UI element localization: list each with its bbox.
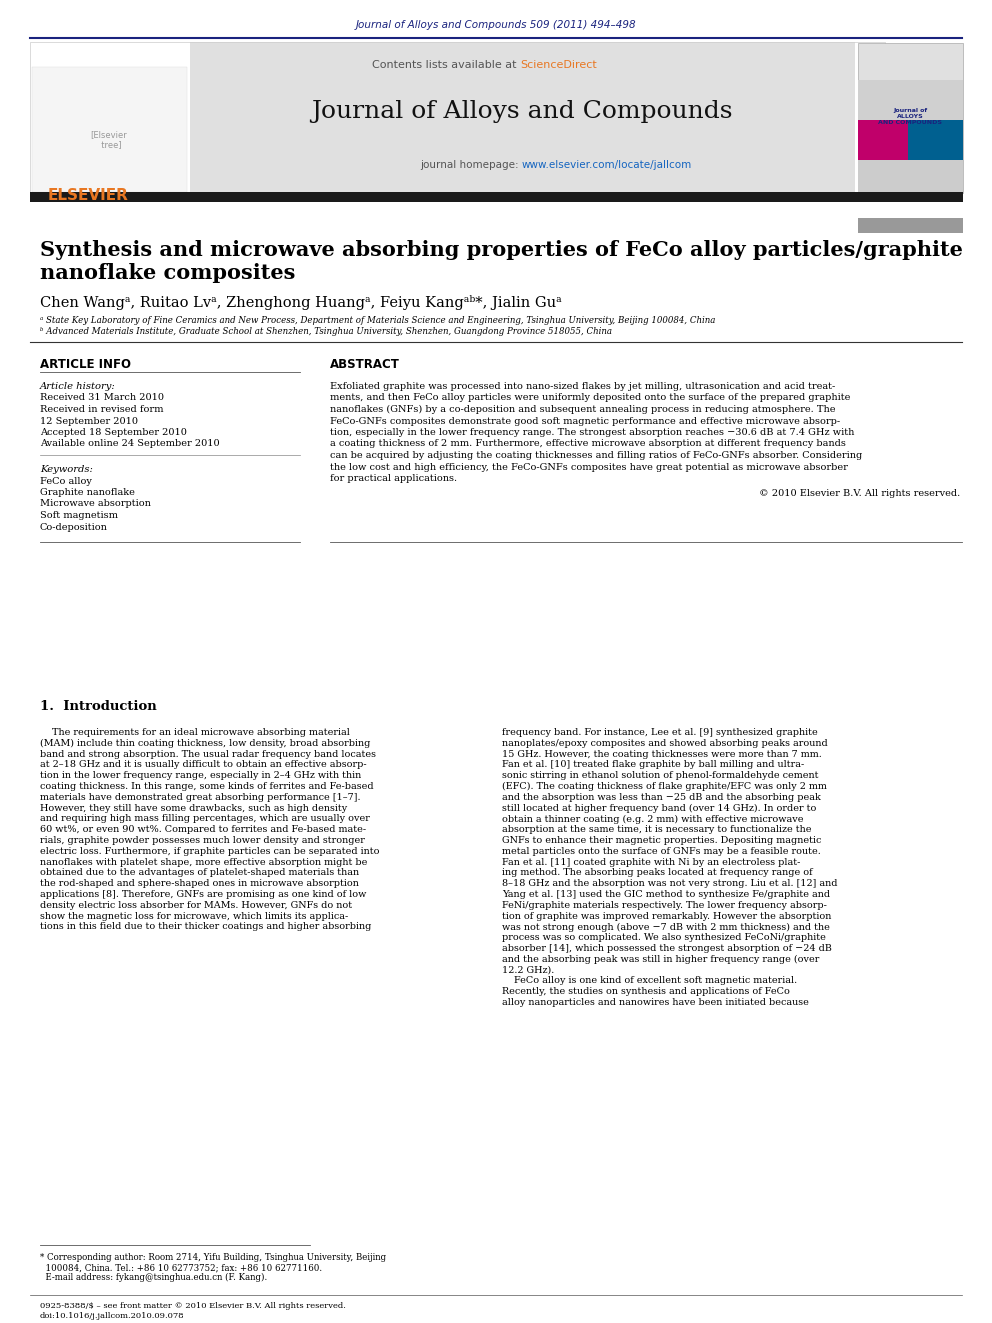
Text: density electric loss absorber for MAMs. However, GNFs do not: density electric loss absorber for MAMs.… [40,901,352,910]
Text: Co-deposition: Co-deposition [40,523,108,532]
Text: still located at higher frequency band (over 14 GHz). In order to: still located at higher frequency band (… [502,803,816,812]
Text: * Corresponding author: Room 2714, Yifu Building, Tsinghua University, Beijing: * Corresponding author: Room 2714, Yifu … [40,1253,386,1262]
Text: Available online 24 September 2010: Available online 24 September 2010 [40,439,219,448]
Text: journal homepage:: journal homepage: [421,160,522,169]
Bar [858,44,963,193]
Text: ABSTRACT: ABSTRACT [330,359,400,370]
Text: sonic stirring in ethanol solution of phenol-formaldehyde cement: sonic stirring in ethanol solution of ph… [502,771,818,781]
Text: Accepted 18 September 2010: Accepted 18 September 2010 [40,429,186,437]
Text: Microwave absorption: Microwave absorption [40,500,151,508]
Text: and the absorption was less than −25 dB and the absorbing peak: and the absorption was less than −25 dB … [502,792,820,802]
Text: 15 GHz. However, the coating thicknesses were more than 7 mm.: 15 GHz. However, the coating thicknesses… [502,750,821,758]
Text: GNFs to enhance their magnetic properties. Depositing magnetic: GNFs to enhance their magnetic propertie… [502,836,821,845]
Text: (EFC). The coating thickness of flake graphite/EFC was only 2 mm: (EFC). The coating thickness of flake gr… [502,782,827,791]
Text: show the magnetic loss for microwave, which limits its applica-: show the magnetic loss for microwave, wh… [40,912,348,921]
Text: tion, especially in the lower frequency range. The strongest absorption reaches : tion, especially in the lower frequency … [330,429,854,437]
Text: ing method. The absorbing peaks located at frequency range of: ing method. The absorbing peaks located … [502,868,812,877]
Text: 1.  Introduction: 1. Introduction [40,700,157,713]
Text: nanoflake composites: nanoflake composites [40,263,296,283]
Text: 60 wt%, or even 90 wt%. Compared to ferrites and Fe-based mate-: 60 wt%, or even 90 wt%. Compared to ferr… [40,826,366,835]
Text: doi:10.1016/j.jallcom.2010.09.078: doi:10.1016/j.jallcom.2010.09.078 [40,1312,185,1320]
Text: Article history:: Article history: [40,382,116,392]
Text: Received in revised form: Received in revised form [40,405,164,414]
Text: was not strong enough (above −7 dB with 2 mm thickness) and the: was not strong enough (above −7 dB with … [502,922,830,931]
Text: Exfoliated graphite was processed into nano-sized flakes by jet milling, ultraso: Exfoliated graphite was processed into n… [330,382,835,392]
Text: 8–18 GHz and the absorption was not very strong. Liu et al. [12] and: 8–18 GHz and the absorption was not very… [502,880,837,888]
Text: ARTICLE INFO: ARTICLE INFO [40,359,131,370]
Bar [30,192,963,202]
Text: absorption at the same time, it is necessary to functionalize the: absorption at the same time, it is neces… [502,826,811,835]
Text: Received 31 March 2010: Received 31 March 2010 [40,393,164,402]
Text: ᵃ State Key Laboratory of Fine Ceramics and New Process, Department of Materials: ᵃ State Key Laboratory of Fine Ceramics … [40,316,715,325]
Text: the rod-shaped and sphere-shaped ones in microwave absorption: the rod-shaped and sphere-shaped ones in… [40,880,359,888]
Text: absorber [14], which possessed the strongest absorption of −24 dB: absorber [14], which possessed the stron… [502,945,832,953]
Text: for practical applications.: for practical applications. [330,474,457,483]
Text: obtain a thinner coating (e.g. 2 mm) with effective microwave: obtain a thinner coating (e.g. 2 mm) wit… [502,815,804,823]
Text: Chen Wangᵃ, Ruitao Lvᵃ, Zhenghong Huangᵃ, Feiyu Kangᵃᵇ*, Jialin Guᵃ: Chen Wangᵃ, Ruitao Lvᵃ, Zhenghong Huangᵃ… [40,295,561,310]
Text: metal particles onto the surface of GNFs may be a feasible route.: metal particles onto the surface of GNFs… [502,847,820,856]
Text: rials, graphite powder possesses much lower density and stronger: rials, graphite powder possesses much lo… [40,836,365,845]
Text: Contents lists available at: Contents lists available at [372,60,520,70]
Bar [858,120,908,160]
Text: alloy nanoparticles and nanowires have been initiated because: alloy nanoparticles and nanowires have b… [502,998,808,1007]
Text: 12 September 2010: 12 September 2010 [40,417,138,426]
Text: Journal of
ALLOYS
AND COMPOUNDS: Journal of ALLOYS AND COMPOUNDS [878,108,942,124]
Text: 100084, China. Tel.: +86 10 62773752; fax: +86 10 62771160.: 100084, China. Tel.: +86 10 62773752; fa… [40,1263,322,1271]
Text: nanoplates/epoxy composites and showed absorbing peaks around: nanoplates/epoxy composites and showed a… [502,738,827,747]
Text: nanoflakes with platelet shape, more effective absorption might be: nanoflakes with platelet shape, more eff… [40,857,367,867]
Text: Journal of Alloys and Compounds 509 (2011) 494–498: Journal of Alloys and Compounds 509 (201… [356,20,636,30]
Text: Synthesis and microwave absorbing properties of FeCo alloy particles/graphite: Synthesis and microwave absorbing proper… [40,239,963,261]
Text: electric loss. Furthermore, if graphite particles can be separated into: electric loss. Furthermore, if graphite … [40,847,380,856]
Text: tion in the lower frequency range, especially in 2–4 GHz with thin: tion in the lower frequency range, espec… [40,771,361,781]
Text: the low cost and high efficiency, the FeCo-GNFs composites have great potential : the low cost and high efficiency, the Fe… [330,463,848,471]
Text: FeCo alloy: FeCo alloy [40,476,92,486]
Text: However, they still have some drawbacks, such as high density: However, they still have some drawbacks,… [40,803,347,812]
Text: E-mail address: fykang@tsinghua.edu.cn (F. Kang).: E-mail address: fykang@tsinghua.edu.cn (… [40,1273,267,1282]
Text: 0925-8388/$ – see front matter © 2010 Elsevier B.V. All rights reserved.: 0925-8388/$ – see front matter © 2010 El… [40,1302,346,1310]
Text: frequency band. For instance, Lee et al. [9] synthesized graphite: frequency band. For instance, Lee et al.… [502,728,817,737]
Text: Recently, the studies on synthesis and applications of FeCo: Recently, the studies on synthesis and a… [502,987,790,996]
Text: The requirements for an ideal microwave absorbing material: The requirements for an ideal microwave … [40,728,350,737]
Text: ᵇ Advanced Materials Institute, Graduate School at Shenzhen, Tsinghua University: ᵇ Advanced Materials Institute, Graduate… [40,327,612,336]
Text: FeNi/graphite materials respectively. The lower frequency absorp-: FeNi/graphite materials respectively. Th… [502,901,827,910]
Text: Graphite nanoflake: Graphite nanoflake [40,488,135,497]
Text: [Elsevier
  tree]: [Elsevier tree] [90,130,127,149]
Text: Keywords:: Keywords: [40,464,93,474]
Text: (MAM) include thin coating thickness, low density, broad absorbing: (MAM) include thin coating thickness, lo… [40,738,370,747]
Text: nanoflakes (GNFs) by a co-deposition and subsequent annealing process in reducin: nanoflakes (GNFs) by a co-deposition and… [330,405,835,414]
Text: ELSEVIER: ELSEVIER [48,188,129,202]
Text: a coating thickness of 2 mm. Furthermore, effective microwave absorption at diff: a coating thickness of 2 mm. Furthermore… [330,439,846,448]
Text: and requiring high mass filling percentages, which are usually over: and requiring high mass filling percenta… [40,815,370,823]
Text: materials have demonstrated great absorbing performance [1–7].: materials have demonstrated great absorb… [40,792,360,802]
Text: at 2–18 GHz and it is usually difficult to obtain an effective absorp-: at 2–18 GHz and it is usually difficult … [40,761,367,770]
Text: www.elsevier.com/locate/jallcom: www.elsevier.com/locate/jallcom [522,160,692,169]
Text: band and strong absorption. The usual radar frequency band locates: band and strong absorption. The usual ra… [40,750,376,758]
Bar [30,42,885,194]
Text: tion of graphite was improved remarkably. However the absorption: tion of graphite was improved remarkably… [502,912,831,921]
Text: and the absorbing peak was still in higher frequency range (over: and the absorbing peak was still in high… [502,955,819,964]
Text: applications [8]. Therefore, GNFs are promising as one kind of low: applications [8]. Therefore, GNFs are pr… [40,890,366,900]
Bar [190,42,855,194]
Text: ScienceDirect: ScienceDirect [520,60,597,70]
Text: obtained due to the advantages of platelet-shaped materials than: obtained due to the advantages of platel… [40,868,359,877]
Text: can be acquired by adjusting the coating thicknesses and filling ratios of FeCo-: can be acquired by adjusting the coating… [330,451,862,460]
Text: Fan et al. [10] treated flake graphite by ball milling and ultra-: Fan et al. [10] treated flake graphite b… [502,761,805,770]
Text: Journal of Alloys and Compounds: Journal of Alloys and Compounds [311,101,733,123]
Text: tions in this field due to their thicker coatings and higher absorbing: tions in this field due to their thicker… [40,922,371,931]
Bar [908,120,963,160]
Text: Yang et al. [13] used the GIC method to synthesize Fe/graphite and: Yang et al. [13] used the GIC method to … [502,890,830,900]
Bar [858,153,963,193]
Text: ments, and then FeCo alloy particles were uniformly deposited onto the surface o: ments, and then FeCo alloy particles wer… [330,393,850,402]
Text: © 2010 Elsevier B.V. All rights reserved.: © 2010 Elsevier B.V. All rights reserved… [759,490,960,499]
Bar [858,218,963,233]
Text: FeCo alloy is one kind of excellent soft magnetic material.: FeCo alloy is one kind of excellent soft… [502,976,798,986]
Bar [32,67,187,192]
Bar [858,79,963,120]
Text: FeCo-GNFs composites demonstrate good soft magnetic performance and effective mi: FeCo-GNFs composites demonstrate good so… [330,417,840,426]
Text: Fan et al. [11] coated graphite with Ni by an electroless plat-: Fan et al. [11] coated graphite with Ni … [502,857,801,867]
Text: Soft magnetism: Soft magnetism [40,511,118,520]
Text: coating thickness. In this range, some kinds of ferrites and Fe-based: coating thickness. In this range, some k… [40,782,374,791]
Text: process was so complicated. We also synthesized FeCoNi/graphite: process was so complicated. We also synt… [502,933,826,942]
Text: 12.2 GHz).: 12.2 GHz). [502,966,555,975]
